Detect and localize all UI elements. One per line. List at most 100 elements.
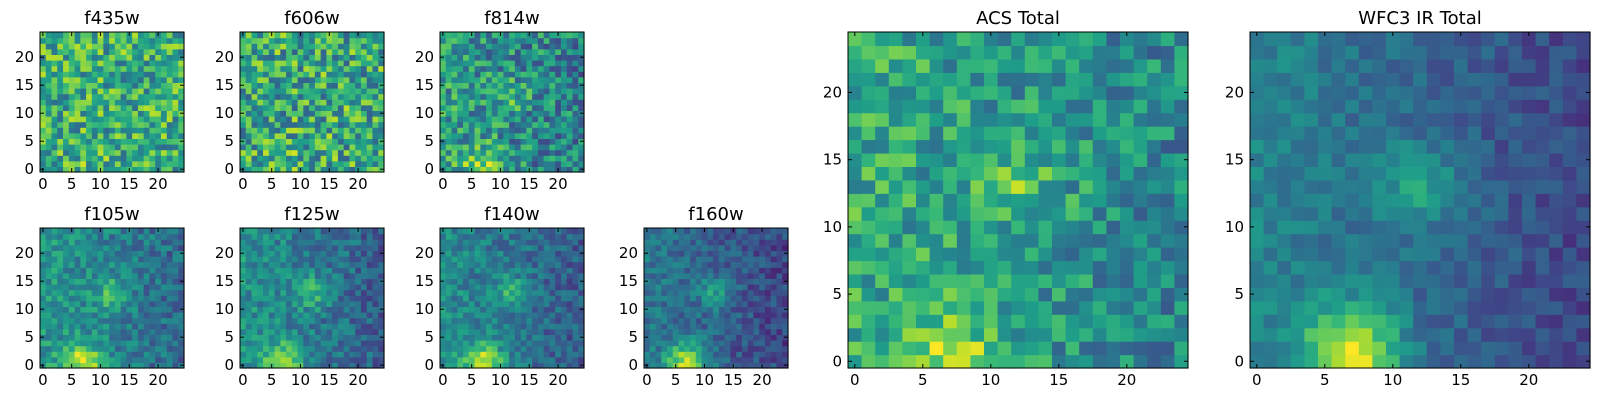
heatmap-cell xyxy=(770,256,778,263)
heatmap-cell xyxy=(268,43,276,50)
heatmap-cell xyxy=(486,65,493,72)
heatmap-cell xyxy=(360,323,368,330)
heatmap-cell xyxy=(532,306,539,313)
heatmap-cell xyxy=(268,116,276,123)
heatmap-cell xyxy=(245,256,253,263)
heatmap-cell xyxy=(160,306,168,313)
heatmap-cell xyxy=(257,160,264,167)
heatmap-cell xyxy=(555,82,562,89)
heatmap-cell xyxy=(378,239,385,246)
heatmap-cell xyxy=(109,317,116,324)
axes-frame xyxy=(439,227,585,369)
heatmap-cell xyxy=(480,166,487,173)
heatmap-cell xyxy=(114,88,122,95)
heatmap-cell xyxy=(263,261,270,268)
heatmap-cell xyxy=(172,244,179,251)
heatmap-cell xyxy=(532,228,539,235)
heatmap-cell xyxy=(80,295,87,302)
heatmap-cell xyxy=(661,340,668,347)
heatmap-cell xyxy=(440,88,447,95)
heatmap-cell xyxy=(520,317,527,324)
heatmap-cell xyxy=(888,327,903,342)
heatmap-cell xyxy=(149,76,156,83)
heatmap-cell xyxy=(137,43,145,50)
heatmap-cell xyxy=(445,132,453,139)
heatmap-cell xyxy=(509,244,516,251)
heatmap-cell xyxy=(555,37,562,44)
heatmap-cell xyxy=(549,99,556,106)
heatmap-cell xyxy=(178,272,185,279)
heatmap-cell xyxy=(480,250,487,257)
heatmap-cell xyxy=(143,82,151,89)
heatmap-cell xyxy=(532,323,539,330)
heatmap-cell xyxy=(695,244,703,251)
heatmap-cell xyxy=(916,341,931,356)
heatmap-cell xyxy=(86,138,93,145)
heatmap-cell xyxy=(332,345,339,352)
heatmap-cell xyxy=(91,244,99,251)
heatmap-cell xyxy=(555,351,562,358)
axes-frame xyxy=(39,227,185,369)
heatmap-cell xyxy=(143,37,151,44)
heatmap-cell xyxy=(172,261,179,268)
heatmap-cell xyxy=(245,228,253,235)
heatmap-cell xyxy=(337,76,345,83)
heatmap-cell xyxy=(45,228,53,235)
heatmap-cell xyxy=(355,267,362,274)
heatmap-cell xyxy=(132,300,139,307)
heatmap-cell xyxy=(753,278,760,285)
heatmap-cell xyxy=(480,256,487,263)
heatmap-cell xyxy=(718,256,726,263)
heatmap-cell xyxy=(655,312,662,319)
heatmap-cell xyxy=(555,110,562,117)
heatmap-cell xyxy=(286,250,293,257)
heatmap-cell xyxy=(320,149,327,156)
heatmap-cell xyxy=(137,166,145,173)
heatmap-cell xyxy=(457,345,464,352)
heatmap-cell xyxy=(120,317,127,324)
heatmap-cell xyxy=(503,345,510,352)
heatmap-cell xyxy=(103,104,110,111)
heatmap-cell xyxy=(286,300,293,307)
heatmap-cell xyxy=(274,300,281,307)
heatmap-cell xyxy=(337,295,345,302)
x-tick-label: 0 xyxy=(38,175,48,193)
heatmap-cell xyxy=(240,76,247,83)
heatmap-cell xyxy=(155,116,162,123)
heatmap-cell xyxy=(667,289,674,296)
heatmap-cell xyxy=(149,328,156,335)
heatmap-cell xyxy=(486,312,493,319)
heatmap-cell xyxy=(280,127,287,134)
axes-frame xyxy=(239,31,385,173)
heatmap-cell xyxy=(782,317,789,324)
heatmap-cell xyxy=(251,345,258,352)
heatmap-cell xyxy=(51,289,58,296)
heatmap-cell xyxy=(51,144,58,151)
heatmap-cell xyxy=(578,317,585,324)
heatmap-cell xyxy=(445,261,453,268)
heatmap-cell xyxy=(355,295,362,302)
heatmap-cell xyxy=(1011,247,1026,262)
heatmap-cell xyxy=(303,239,310,246)
heatmap-cell xyxy=(672,317,680,324)
heatmap-cell xyxy=(543,132,551,139)
heatmap-cell xyxy=(97,155,104,162)
heatmap-cell xyxy=(45,110,53,117)
heatmap-cell xyxy=(91,138,99,145)
heatmap-cell xyxy=(497,284,504,291)
heatmap-cell xyxy=(555,104,562,111)
heatmap-cell xyxy=(257,323,264,330)
heatmap-cell xyxy=(303,334,310,341)
heatmap-cell xyxy=(132,233,139,240)
heatmap-cell xyxy=(667,362,674,369)
heatmap-cell xyxy=(684,228,691,235)
heatmap-cell xyxy=(537,340,545,347)
heatmap-cell xyxy=(690,284,697,291)
heatmap-cell xyxy=(251,228,258,235)
heatmap-cell xyxy=(759,261,766,268)
heatmap-cell xyxy=(764,272,772,279)
heatmap-cell xyxy=(1079,273,1094,288)
heatmap-cell xyxy=(74,239,81,246)
heatmap-cell xyxy=(509,356,516,363)
heatmap-cell xyxy=(457,306,464,313)
